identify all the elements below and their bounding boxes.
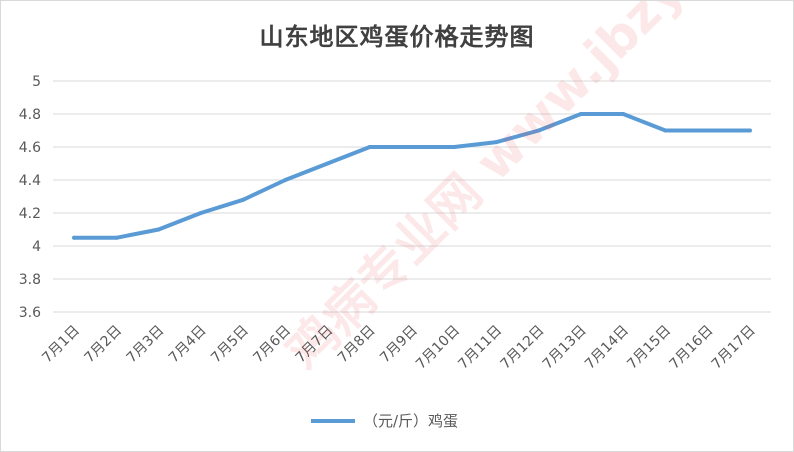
chart-title: 山东地区鸡蛋价格走势图	[259, 22, 535, 51]
data-point	[578, 112, 583, 116]
data-point	[494, 140, 499, 145]
legend-label: （元/斤）鸡蛋	[363, 412, 458, 430]
data-point	[410, 145, 414, 149]
y-tick-label: 4.8	[19, 107, 41, 123]
y-tick-label: 4.2	[19, 206, 41, 222]
x-tick-label: 7月14日	[582, 323, 632, 373]
series-layer	[72, 112, 752, 240]
y-axis-ticks: 3.6 3.8 4 4.2 4.4 4.6 4.8 5	[19, 74, 41, 321]
x-tick-label: 7月10日	[413, 323, 463, 373]
x-tick-label: 7月13日	[540, 323, 590, 373]
x-tick-label: 7月3日	[124, 323, 168, 367]
x-axis-ticks: 7月1日7月2日7月3日7月4日7月5日7月6日7月7日7月8日7月9日7月10…	[39, 323, 758, 373]
y-tick-label: 3.6	[19, 305, 41, 321]
data-point	[621, 112, 626, 116]
data-point	[705, 128, 710, 133]
y-tick-label: 5	[32, 74, 41, 90]
x-tick-label: 7月1日	[39, 323, 83, 367]
x-tick-label: 7月17日	[709, 323, 759, 373]
x-tick-label: 7月5日	[208, 323, 252, 367]
data-point	[747, 128, 752, 133]
data-point	[283, 178, 288, 182]
legend: （元/斤）鸡蛋	[311, 412, 458, 430]
data-point	[72, 235, 77, 240]
x-tick-label: 7月15日	[624, 323, 674, 373]
y-tick-label: 4.4	[19, 173, 41, 189]
x-tick-label: 7月16日	[666, 323, 716, 373]
x-tick-label: 7月12日	[498, 323, 548, 373]
data-point	[114, 235, 119, 240]
x-tick-label: 7月2日	[81, 323, 125, 367]
data-point	[367, 145, 372, 149]
data-point	[241, 197, 246, 202]
data-point	[198, 211, 203, 215]
data-point	[536, 128, 541, 133]
data-point	[325, 161, 330, 166]
data-point	[663, 128, 668, 133]
y-tick-label: 3.8	[19, 272, 41, 288]
y-tick-label: 4	[32, 239, 41, 255]
data-point	[156, 227, 161, 232]
x-tick-label: 7月11日	[455, 323, 505, 373]
data-point	[452, 145, 457, 149]
x-tick-label: 7月4日	[166, 323, 210, 367]
y-tick-label: 4.6	[19, 140, 41, 156]
